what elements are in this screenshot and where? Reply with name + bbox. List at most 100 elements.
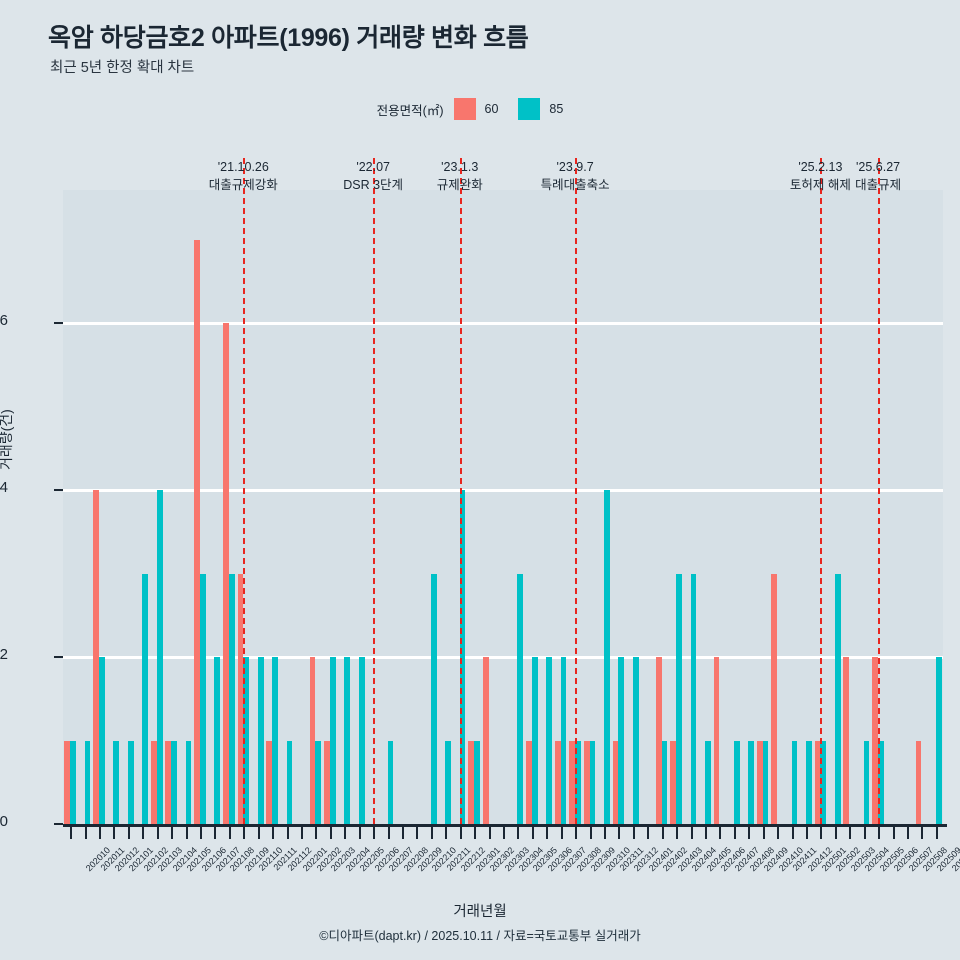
bar-202107-60 [194,240,201,824]
x-tick-mark [70,827,73,839]
bar-202010-60 [64,740,71,824]
bar-202109-85 [228,573,235,824]
bar-202105-85 [171,740,177,824]
page-subtitle: 최근 5년 한정 확대 차트 [50,60,195,76]
x-tick-mark [762,827,765,839]
x-tick-mark [632,827,635,839]
y-tick-label: 2 [0,646,8,664]
gridline [63,322,943,325]
x-tick-mark [546,827,549,839]
bar-202301-85 [459,490,466,824]
event-label: DSR 3단계 [343,178,404,193]
x-tick-mark [459,827,462,839]
bar-202312-85 [618,657,625,824]
bar-202011-85 [84,740,91,824]
bar-202404-60 [670,740,677,824]
bar-202408-85 [733,740,740,824]
bar-202302-60 [468,740,475,824]
chart-footer: ©디아파트(dapt.kr) / 2025.10.11 / 자료=국토교통부 실… [319,929,641,943]
x-tick-mark [647,827,650,839]
x-tick-mark [84,827,87,839]
bar-202306-85 [531,657,538,824]
x-axis-line [63,824,947,827]
bar-202411-60 [771,573,778,824]
event-line-202110 [243,158,246,834]
x-tick-mark [878,827,881,839]
x-tick-mark [820,827,823,839]
event-date: '25.6.27 [856,160,901,174]
event-label: 대출규제강화 [208,178,278,193]
bar-202306-60 [526,740,532,824]
x-tick-mark [849,827,852,839]
x-tick-mark [503,827,505,839]
event-label: 토허제 해제 [789,178,851,193]
event-annotation-202110: '21.10.26 대출규제강화 [158,158,328,194]
y-tick-label: 0 [0,813,8,830]
x-tick-mark [200,827,203,839]
bar-202105-60 [165,740,172,824]
x-tick-mark [301,827,304,839]
x-tick-mark [272,827,275,839]
x-tick-mark [661,827,664,839]
event-date: '23.9.7 [556,160,594,174]
x-tick-mark [257,827,260,839]
bar-202212-85 [445,740,452,824]
x-tick-mark [142,827,145,839]
legend-label-85: 85 [549,102,564,116]
x-tick-mark [243,827,246,839]
x-tick-mark [892,827,895,839]
x-tick-mark [719,827,722,839]
bar-202404-85 [676,573,682,824]
event-annotation-202207: '22.07 DSR 3단계 [288,158,458,194]
x-tick-mark [791,827,794,839]
bar-202106-85 [185,740,192,824]
event-date: '23.1.3 [441,160,479,174]
bar-202305-85 [517,573,524,824]
bar-202109-60 [223,323,229,824]
bar-202409-85 [748,740,754,824]
bar-202310-60 [583,740,590,824]
y-tick-mark [54,322,63,325]
x-tick-mark [99,827,102,839]
bar-202506-60 [872,657,879,824]
bar-202010-85 [70,740,76,824]
y-axis-label: 거래량(건) [0,409,14,470]
bar-202303-60 [482,657,489,824]
bar-202112-60 [266,740,273,824]
bar-202206-85 [358,657,365,824]
x-tick-mark [315,827,318,839]
chart-plot-area [63,158,943,834]
event-annotation-202502: '25.2.13 토허제 해제 [735,158,905,194]
bar-202312-60 [612,740,619,824]
y-tick-label: 6 [0,312,8,330]
x-tick-mark [748,827,751,839]
bar-202412-85 [791,740,798,824]
bar-202308-85 [560,657,567,824]
x-tick-mark [228,827,231,839]
bar-202103-85 [142,573,149,824]
x-tick-mark [488,827,491,839]
x-tick-mark [618,827,621,839]
gridline [63,489,943,492]
bar-202505-85 [863,740,870,824]
bar-202502-85 [820,740,827,824]
bar-202204-85 [329,657,336,824]
event-line-202207 [373,158,376,834]
x-tick-mark [805,827,808,839]
bar-202104-85 [156,490,163,824]
y-tick-label: 4 [0,479,8,497]
bar-202203-60 [309,657,316,824]
x-tick-mark [921,827,924,839]
event-date: '25.2.13 [798,160,843,174]
x-tick-mark [127,827,130,839]
x-axis-label: 거래년월 [453,904,507,920]
x-tick-mark [676,827,679,839]
bar-202110-85 [243,657,250,824]
x-tick-mark [445,827,448,839]
bar-202203-85 [315,740,322,824]
x-tick-mark [906,827,909,839]
legend-swatch-60 [453,98,476,120]
x-tick-mark [777,827,780,839]
event-date: '22.07 [356,160,390,174]
event-line-202309 [575,158,578,834]
